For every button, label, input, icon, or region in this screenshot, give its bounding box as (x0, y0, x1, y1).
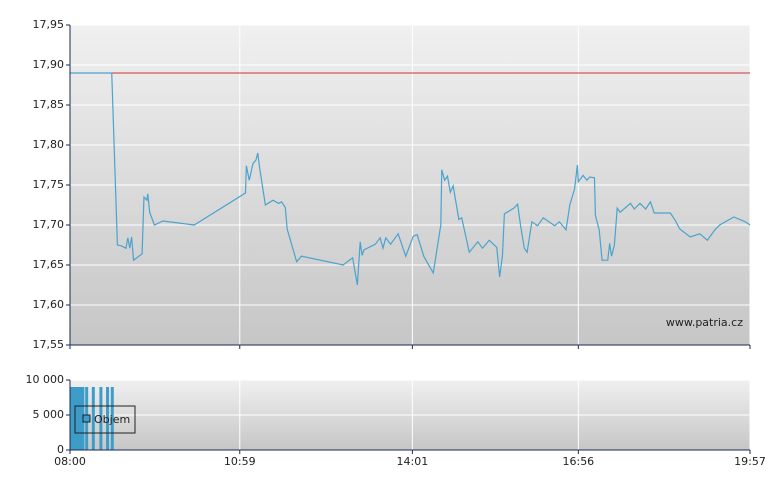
price-line (70, 72, 751, 286)
y-tick-label: 17,75 (33, 178, 65, 191)
y-tick-label: 17,90 (33, 58, 65, 71)
x-tick-label: 08:00 (54, 455, 86, 468)
legend-label: Objem (94, 413, 130, 426)
y-tick-label: 17,95 (33, 18, 65, 31)
y-tick-label: 17,65 (33, 258, 65, 271)
y-tick-label: 0 (57, 443, 64, 456)
x-tick-label: 19:57 (734, 455, 766, 468)
legend-swatch (82, 414, 91, 423)
y-tick-label: 17,85 (33, 98, 65, 111)
y-tick-label: 10 000 (26, 373, 65, 386)
volume-bar (91, 387, 95, 450)
y-tick-label: 17,70 (33, 218, 65, 231)
x-tick-label: 16:56 (562, 455, 594, 468)
y-tick-label: 17,80 (33, 138, 65, 151)
x-tick-label: 10:59 (224, 455, 256, 468)
y-tick-label: 5 000 (33, 408, 65, 421)
volume-bar (99, 387, 103, 450)
y-tick-label: 17,60 (33, 298, 65, 311)
watermark: www.patria.cz (666, 316, 743, 329)
x-tick-label: 14:01 (397, 455, 429, 468)
volume-bar (110, 387, 114, 450)
y-tick-label: 17,55 (33, 338, 65, 351)
volume-bar (106, 387, 110, 450)
legend-box (74, 405, 136, 434)
